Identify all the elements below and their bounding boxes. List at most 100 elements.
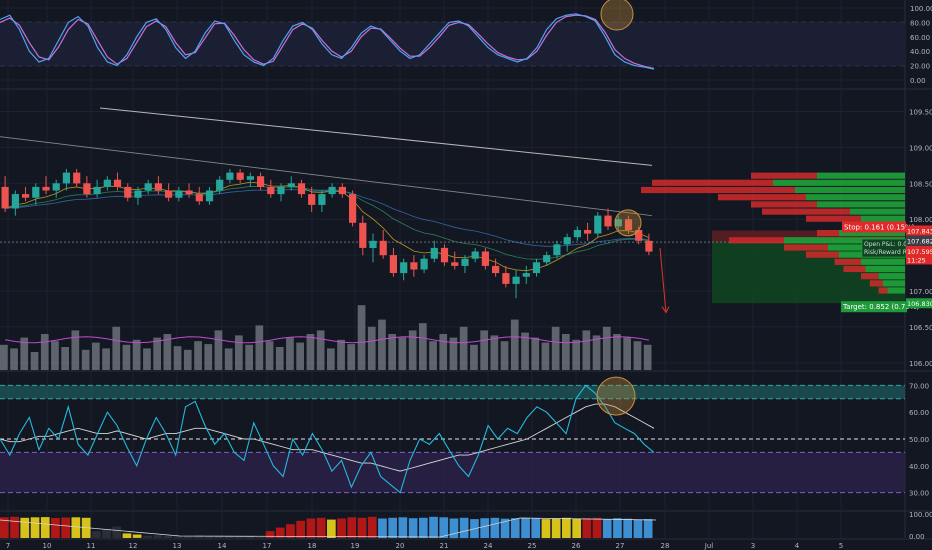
volume-indicator-bar bbox=[327, 519, 336, 538]
stoch-tick-label: 0.00 bbox=[910, 77, 926, 85]
volume-indicator-bar bbox=[408, 518, 418, 538]
candle-body bbox=[573, 230, 581, 238]
candle-body bbox=[645, 240, 653, 252]
candle-body bbox=[543, 255, 551, 263]
time-axis-label: 26 bbox=[572, 542, 581, 550]
volume-profile-sell-bar bbox=[751, 201, 817, 208]
volume-bar bbox=[143, 348, 151, 370]
candle-body bbox=[471, 251, 479, 259]
volume-bar bbox=[623, 337, 631, 370]
stoch-tick-label: 60.00 bbox=[910, 34, 930, 42]
volume-indicator-bar bbox=[398, 517, 408, 538]
candle-body bbox=[532, 262, 541, 274]
price-axis-layer: 100.00 80.00 60.00 40.00 20.00 0.00 109.500 109… bbox=[841, 5, 932, 541]
candle-body bbox=[440, 247, 449, 263]
time-axis-label: 28 bbox=[661, 542, 670, 550]
candle-body bbox=[103, 179, 111, 187]
volume-indicator-bar bbox=[531, 518, 541, 538]
volume-indicator-bar bbox=[153, 535, 162, 538]
volume-profile-buy-bar bbox=[817, 201, 905, 208]
candle-body bbox=[154, 183, 162, 191]
time-axis-label: 19 bbox=[351, 542, 360, 550]
entry-price-tag: 107.682 bbox=[907, 238, 932, 246]
sma-slow-line bbox=[99, 107, 653, 166]
volume-indicator-bar bbox=[582, 518, 592, 538]
volume-bar bbox=[510, 319, 519, 370]
candle-body bbox=[205, 190, 214, 202]
price-tick-label: 106.000 bbox=[909, 360, 932, 368]
volume-profile-sell-bar bbox=[834, 258, 861, 265]
volume-profile-buy-bar bbox=[773, 179, 905, 186]
volume-indicator-ma-line bbox=[0, 517, 657, 538]
target-price-tag: 106.830 bbox=[907, 300, 932, 308]
volume-bar bbox=[71, 330, 80, 370]
rsi-oversold-fill bbox=[0, 452, 905, 493]
volume-bar bbox=[357, 305, 366, 370]
time-axis-label: 4 bbox=[795, 542, 800, 550]
ema-mid-line bbox=[5, 185, 649, 260]
candle-body bbox=[349, 194, 357, 223]
ema-slow-line bbox=[5, 189, 649, 247]
volume-profile-sell-bar bbox=[751, 172, 817, 179]
volume-indicator-bar bbox=[204, 535, 214, 538]
time-axis-label: 24 bbox=[484, 542, 493, 550]
price-tick-label: 108.500 bbox=[909, 180, 932, 188]
volume-profile-buy-bar bbox=[887, 287, 905, 294]
volume-bar bbox=[224, 348, 233, 370]
stoch-tick-label: 80.00 bbox=[910, 19, 930, 27]
volume-bar bbox=[572, 339, 580, 370]
volume-profile-sell-bar bbox=[762, 208, 850, 215]
volume-profile-buy-bar bbox=[861, 258, 905, 265]
candle-body bbox=[604, 215, 612, 227]
volume-bar bbox=[449, 337, 458, 370]
candle-body bbox=[389, 255, 397, 273]
volume-bar bbox=[643, 344, 652, 370]
volume-bar bbox=[102, 348, 110, 370]
volume-indicator-bar bbox=[30, 517, 40, 538]
volume-indicator-bar bbox=[183, 535, 193, 538]
volume-bar bbox=[347, 344, 356, 370]
volume-indicator-bar bbox=[245, 536, 254, 539]
rsi-overbought-fill bbox=[0, 385, 905, 399]
candle-body bbox=[32, 186, 40, 198]
volume-profile-buy-bar bbox=[861, 215, 905, 222]
volume-indicator-bar bbox=[194, 535, 203, 538]
target-price-tag-bg bbox=[906, 298, 932, 309]
volume-indicator-bar bbox=[163, 535, 173, 538]
volume-bar bbox=[214, 330, 223, 370]
volume-bar bbox=[245, 344, 253, 370]
candle-body bbox=[62, 172, 70, 184]
volume-indicator-bar bbox=[61, 517, 70, 538]
candle-body bbox=[165, 190, 173, 198]
candle-body bbox=[297, 183, 306, 195]
stop-label: Stop: 0.161 (0.15%) bbox=[844, 224, 915, 232]
volume-bar bbox=[582, 330, 591, 370]
time-axis-label: 11 bbox=[87, 542, 96, 550]
candle-body bbox=[144, 183, 152, 191]
candle-body bbox=[318, 194, 326, 205]
stoch-d-line bbox=[0, 14, 655, 70]
volume-bar bbox=[419, 323, 427, 370]
volume-bar bbox=[0, 344, 8, 370]
stop-price-tag-bg bbox=[906, 225, 932, 236]
candle-body bbox=[308, 194, 316, 205]
target-label-bg bbox=[841, 301, 907, 313]
volume-bar bbox=[153, 337, 161, 370]
volume-indicator-bar bbox=[613, 518, 622, 538]
candle-body bbox=[73, 172, 81, 184]
time-axis-label: 13 bbox=[173, 542, 182, 550]
volume-ma-line bbox=[5, 336, 649, 344]
current-price-tag-bg bbox=[906, 245, 932, 256]
volume-bar bbox=[541, 342, 550, 370]
volume-indicator-bar bbox=[112, 526, 122, 538]
candle-body bbox=[195, 194, 203, 202]
candle-body bbox=[400, 262, 408, 274]
rsi-line bbox=[0, 384, 655, 494]
candle-body bbox=[359, 222, 367, 248]
volume-bar bbox=[112, 326, 121, 370]
volume-bar bbox=[439, 334, 448, 370]
volume-indicator-bar bbox=[51, 518, 60, 538]
volume-profile-sell-bar bbox=[718, 194, 806, 201]
candle-body bbox=[246, 176, 254, 180]
